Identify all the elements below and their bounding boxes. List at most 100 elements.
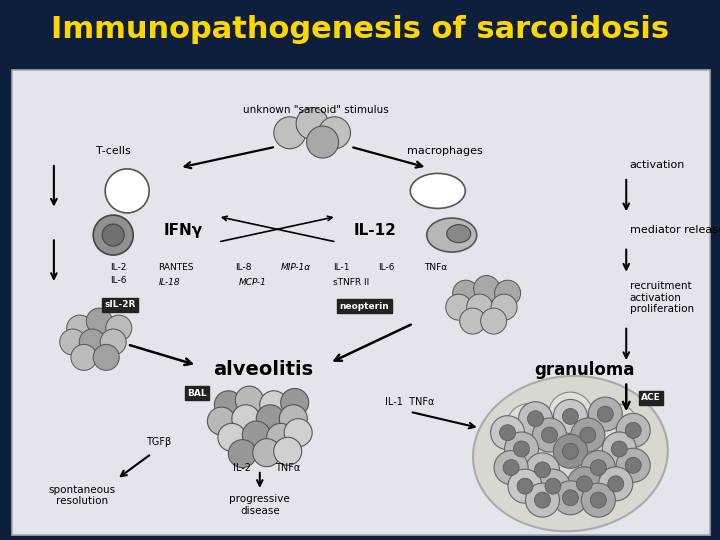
Text: IL-2: IL-2 (109, 263, 126, 272)
Circle shape (580, 427, 596, 443)
Text: granuloma: granuloma (534, 361, 634, 379)
Circle shape (274, 437, 302, 465)
Text: Immunopathogenesis of sarcoidosis: Immunopathogenesis of sarcoidosis (51, 16, 669, 44)
Circle shape (266, 423, 294, 451)
Text: activation: activation (630, 160, 685, 170)
Circle shape (598, 406, 613, 422)
Circle shape (599, 467, 633, 501)
Text: TNFα: TNFα (424, 263, 447, 272)
Text: IL-2: IL-2 (233, 463, 251, 472)
Ellipse shape (446, 225, 471, 242)
Circle shape (513, 441, 529, 457)
Circle shape (232, 405, 260, 433)
Text: progressive
disease: progressive disease (230, 494, 290, 516)
Circle shape (459, 308, 486, 334)
Circle shape (106, 315, 132, 341)
Circle shape (86, 308, 112, 334)
Text: macrophages: macrophages (407, 146, 482, 157)
Circle shape (260, 391, 288, 419)
Circle shape (581, 483, 616, 517)
Circle shape (481, 308, 507, 334)
Circle shape (588, 397, 622, 431)
Text: IL-6: IL-6 (379, 263, 395, 272)
Circle shape (518, 402, 552, 436)
Circle shape (474, 275, 500, 301)
Circle shape (625, 422, 642, 438)
Circle shape (534, 492, 551, 508)
Circle shape (590, 460, 606, 476)
Circle shape (602, 432, 636, 466)
Circle shape (562, 408, 578, 424)
Circle shape (562, 443, 578, 460)
Circle shape (611, 441, 627, 457)
Circle shape (554, 400, 588, 434)
Text: neopterin: neopterin (340, 302, 390, 310)
Circle shape (307, 126, 338, 158)
Text: sTNFR II: sTNFR II (333, 279, 369, 287)
Circle shape (467, 294, 492, 320)
Text: IFNγ: IFNγ (163, 223, 202, 238)
Circle shape (503, 460, 519, 476)
Circle shape (526, 483, 559, 517)
Circle shape (318, 117, 351, 149)
Circle shape (93, 215, 133, 255)
Circle shape (235, 386, 264, 414)
Circle shape (625, 457, 642, 473)
Text: RANTES: RANTES (158, 263, 194, 272)
Circle shape (491, 294, 517, 320)
Circle shape (608, 476, 624, 492)
Circle shape (541, 427, 557, 443)
Circle shape (533, 418, 567, 452)
Ellipse shape (410, 173, 465, 208)
Circle shape (100, 329, 126, 355)
Circle shape (577, 476, 593, 492)
Text: ACE: ACE (641, 393, 660, 402)
Text: TNFα: TNFα (275, 463, 300, 472)
Text: IL-12: IL-12 (354, 223, 397, 238)
Circle shape (93, 345, 120, 370)
FancyBboxPatch shape (12, 70, 710, 535)
Circle shape (218, 423, 246, 451)
Text: MIP-1α: MIP-1α (281, 263, 311, 272)
Circle shape (505, 432, 539, 466)
Circle shape (534, 462, 551, 478)
Circle shape (554, 434, 588, 468)
Circle shape (453, 280, 479, 306)
Circle shape (281, 388, 309, 416)
Circle shape (67, 315, 93, 341)
Text: MCP-1: MCP-1 (239, 279, 266, 287)
Circle shape (590, 492, 606, 508)
Circle shape (567, 467, 601, 501)
Circle shape (545, 478, 561, 494)
Circle shape (616, 414, 650, 447)
Ellipse shape (427, 218, 477, 252)
Circle shape (562, 490, 578, 506)
Text: alveolitis: alveolitis (213, 360, 313, 380)
Circle shape (536, 469, 570, 503)
Circle shape (594, 404, 638, 448)
Circle shape (500, 424, 516, 441)
Text: IL-18: IL-18 (158, 279, 180, 287)
Circle shape (105, 169, 149, 213)
Circle shape (207, 407, 235, 435)
Circle shape (508, 469, 542, 503)
Circle shape (256, 405, 284, 433)
Circle shape (60, 329, 86, 355)
Text: spontaneous
resolution: spontaneous resolution (48, 485, 115, 507)
Text: IL-6: IL-6 (109, 276, 126, 285)
Text: T-cells: T-cells (96, 146, 130, 157)
Circle shape (616, 448, 650, 482)
Circle shape (526, 453, 559, 487)
Circle shape (215, 391, 243, 419)
Circle shape (517, 478, 533, 494)
Text: recruitment
activation
proliferation: recruitment activation proliferation (630, 281, 694, 314)
Circle shape (71, 345, 97, 370)
Circle shape (528, 411, 544, 427)
Text: IL-1  TNFα: IL-1 TNFα (385, 397, 435, 408)
Circle shape (549, 392, 593, 436)
Text: mediator release: mediator release (630, 225, 720, 235)
Circle shape (490, 416, 525, 450)
Text: unknown "sarcoid" stimulus: unknown "sarcoid" stimulus (243, 105, 389, 114)
Circle shape (296, 107, 328, 139)
Circle shape (284, 418, 312, 447)
